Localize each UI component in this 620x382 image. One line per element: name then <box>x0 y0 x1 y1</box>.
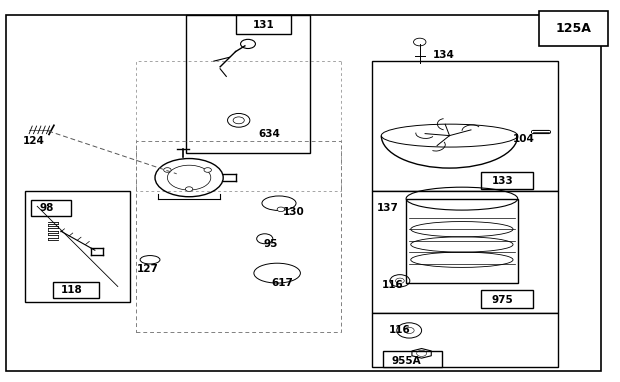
Text: 124: 124 <box>23 136 45 146</box>
Bar <box>480 290 533 308</box>
Text: 118: 118 <box>60 285 82 295</box>
Bar <box>236 15 291 34</box>
Text: 95: 95 <box>264 240 278 249</box>
Circle shape <box>204 168 211 172</box>
Text: 116: 116 <box>381 280 404 290</box>
Text: 125A: 125A <box>556 22 591 35</box>
Bar <box>25 191 130 302</box>
Text: 116: 116 <box>389 325 411 335</box>
Text: 134: 134 <box>432 50 454 60</box>
Text: 634: 634 <box>259 129 281 139</box>
Circle shape <box>164 168 171 172</box>
Bar <box>31 200 71 216</box>
Text: 130: 130 <box>282 207 304 217</box>
Bar <box>136 61 341 191</box>
Circle shape <box>185 187 193 191</box>
Bar <box>372 61 558 191</box>
Text: 127: 127 <box>136 264 159 274</box>
Bar <box>539 11 608 46</box>
Text: 104: 104 <box>513 134 535 144</box>
Bar <box>372 191 558 313</box>
Bar <box>53 282 99 298</box>
Text: 137: 137 <box>376 203 399 213</box>
Bar <box>372 313 558 367</box>
Bar <box>406 199 518 283</box>
Text: 975: 975 <box>491 295 513 305</box>
Text: 133: 133 <box>491 176 513 186</box>
Bar <box>136 141 341 332</box>
Text: 131: 131 <box>252 20 275 30</box>
Bar <box>480 172 533 189</box>
Circle shape <box>277 207 285 212</box>
Text: 617: 617 <box>271 278 293 288</box>
Bar <box>186 15 310 153</box>
Bar <box>383 351 442 367</box>
Text: 955A: 955A <box>391 356 421 366</box>
Text: 98: 98 <box>39 203 54 213</box>
